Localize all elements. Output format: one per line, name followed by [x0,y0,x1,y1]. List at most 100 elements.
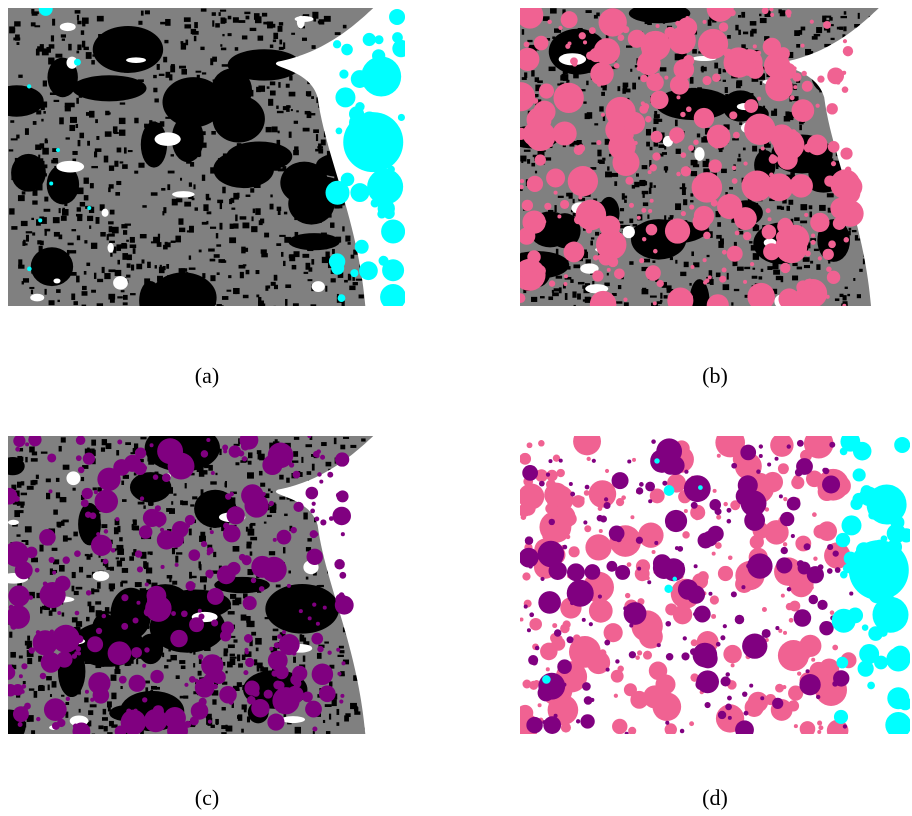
dark-speck [120,686,122,689]
blob [741,490,767,516]
blob [735,231,740,236]
dark-speck [690,200,693,202]
dark-speck [123,302,128,305]
blob [76,455,82,461]
blob [307,549,323,565]
dark-speck [200,576,207,580]
blob [776,557,792,573]
dark-speck [133,248,136,254]
blob [371,199,380,208]
blob [150,670,163,683]
dark-speck [684,262,689,267]
blob [599,649,606,656]
dark-speck [63,465,70,470]
blob [636,559,650,573]
dark-speck [272,126,278,132]
dark-speck [650,182,653,188]
blob [242,456,247,461]
blob [635,655,640,660]
dark-speck [810,261,813,264]
dark-speck [61,437,66,442]
blob [794,609,812,627]
blob [680,112,685,117]
dark-speck [167,659,172,661]
dark-speck [703,161,709,167]
blob [816,104,820,108]
blob [867,682,875,690]
blob [804,213,808,217]
blob [223,523,229,529]
dark-speck [133,448,136,453]
blob [636,487,643,494]
dark-speck [228,16,232,20]
dark-speck [194,22,198,28]
dark-speck [239,265,246,269]
dark-speck [31,290,33,294]
dark-gland [150,272,217,323]
blob [327,472,333,478]
blob [735,720,754,739]
blob [741,585,745,589]
dark-speck [76,98,79,104]
dark-speck [225,671,227,674]
dark-speck [72,617,78,622]
dark-speck [753,268,756,270]
dark-speck [259,471,263,476]
blob [608,133,635,160]
dark-speck [214,254,220,258]
dark-speck [76,124,78,128]
dark-speck [262,303,265,307]
blob [762,225,777,240]
blob [35,568,40,573]
dark-speck [242,35,247,39]
dark-speck [741,12,745,18]
dark-speck [25,128,29,135]
blob [589,622,593,626]
dark-speck [735,25,738,31]
blob [630,515,634,519]
blob [654,541,658,545]
dark-speck [246,616,251,623]
dark-speck [255,208,260,215]
blob [333,40,341,48]
dark-speck [614,181,617,186]
dark-speck [202,222,207,225]
blob [520,179,524,183]
blob [596,140,601,145]
dark-speck [283,547,285,553]
blob [198,609,202,613]
dark-speck [173,493,176,495]
dark-speck [193,663,195,667]
blob [681,166,691,176]
blob [341,494,345,498]
dark-speck [103,709,107,715]
dark-speck [549,67,556,71]
dark-speck [601,92,605,96]
blob [572,495,585,508]
dark-speck [216,233,218,238]
dark-speck [110,210,115,215]
dark-speck [179,660,185,664]
dark-speck [283,106,288,110]
dark-speck [119,118,126,124]
blob [683,55,694,66]
blob [150,443,154,447]
dark-speck [84,178,89,184]
dark-gland [11,154,46,192]
blob [772,698,783,709]
blob [538,591,561,614]
dark-speck [697,133,700,137]
blob [614,694,618,698]
blob [657,643,661,647]
dark-speck [212,12,216,16]
dark-speck [206,194,210,199]
dark-speck [242,222,249,228]
dark-speck [570,279,573,283]
blob [355,240,369,254]
blob [566,535,571,540]
blob [524,41,530,47]
dark-speck [228,644,235,648]
dark-speck [46,676,52,680]
dark-speck [233,546,240,552]
dark-speck [238,714,243,721]
